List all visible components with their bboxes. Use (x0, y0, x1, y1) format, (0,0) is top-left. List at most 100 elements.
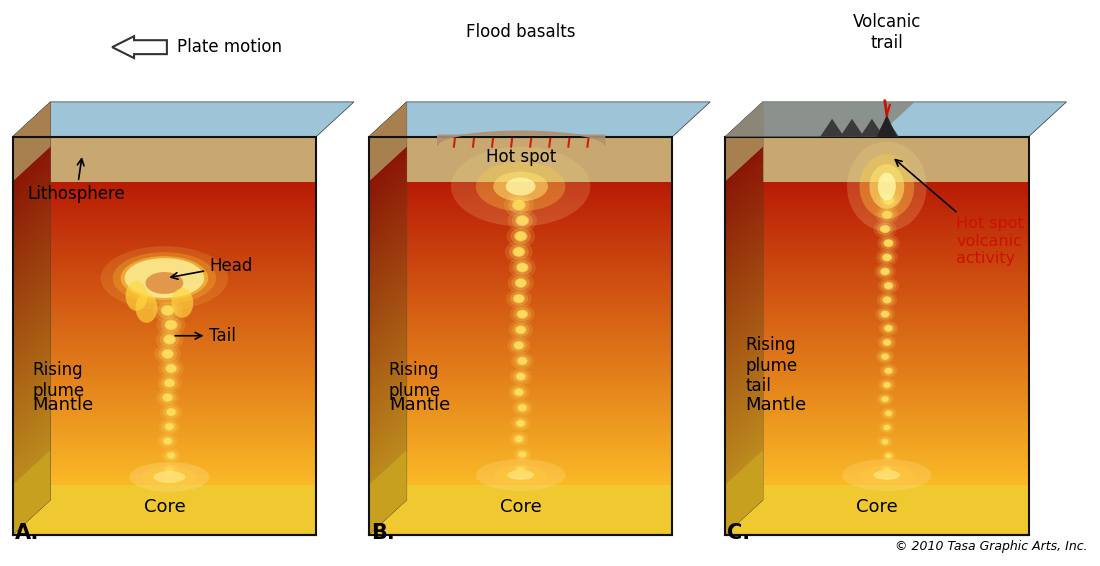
Ellipse shape (879, 351, 892, 362)
Ellipse shape (512, 352, 534, 370)
Ellipse shape (882, 466, 892, 474)
Bar (13, 223, 316, 227)
Polygon shape (725, 165, 763, 204)
Ellipse shape (877, 222, 893, 235)
Polygon shape (13, 154, 51, 193)
Ellipse shape (162, 448, 180, 463)
Bar (368, 416, 672, 421)
Polygon shape (840, 119, 864, 137)
Ellipse shape (518, 357, 527, 365)
Polygon shape (368, 370, 407, 409)
Ellipse shape (876, 205, 899, 224)
Polygon shape (725, 230, 763, 269)
Polygon shape (725, 181, 763, 220)
Ellipse shape (165, 320, 177, 329)
Bar (725, 435, 1028, 439)
Bar (725, 386, 1028, 390)
Bar (725, 185, 1028, 189)
Polygon shape (725, 150, 763, 189)
Bar (725, 219, 1028, 223)
Bar (13, 137, 316, 182)
Ellipse shape (882, 196, 894, 205)
Bar (725, 382, 1028, 387)
Ellipse shape (884, 282, 892, 289)
Ellipse shape (878, 436, 892, 448)
Ellipse shape (508, 272, 534, 294)
Polygon shape (13, 370, 51, 409)
Ellipse shape (880, 438, 891, 446)
Ellipse shape (877, 393, 893, 406)
Polygon shape (13, 355, 51, 394)
Bar (13, 192, 316, 196)
Bar (13, 253, 316, 258)
Ellipse shape (162, 361, 180, 376)
Polygon shape (725, 102, 1067, 137)
Ellipse shape (157, 374, 182, 393)
Ellipse shape (881, 423, 892, 432)
Ellipse shape (514, 388, 524, 396)
Polygon shape (13, 279, 51, 318)
Polygon shape (368, 222, 407, 261)
Bar (13, 424, 316, 428)
Bar (368, 382, 672, 387)
Polygon shape (368, 415, 407, 454)
Polygon shape (368, 173, 407, 212)
Text: Volcanic
trail: Volcanic trail (852, 13, 921, 52)
Polygon shape (368, 286, 407, 325)
Text: © 2010 Tasa Graphic Arts, Inc.: © 2010 Tasa Graphic Arts, Inc. (894, 540, 1087, 553)
Ellipse shape (508, 209, 537, 232)
Ellipse shape (881, 280, 896, 291)
Bar (725, 280, 1028, 284)
Bar (13, 261, 316, 265)
Ellipse shape (883, 197, 893, 204)
Ellipse shape (515, 325, 527, 335)
Ellipse shape (121, 256, 208, 300)
Polygon shape (13, 268, 51, 307)
Polygon shape (13, 381, 51, 421)
Bar (368, 234, 672, 238)
Polygon shape (13, 397, 51, 436)
Polygon shape (368, 389, 407, 428)
Polygon shape (13, 317, 51, 356)
Ellipse shape (882, 253, 892, 261)
Bar (725, 211, 1028, 216)
Ellipse shape (165, 363, 177, 374)
Polygon shape (13, 450, 51, 535)
Ellipse shape (880, 237, 896, 250)
Bar (725, 299, 1028, 303)
Text: Mantle: Mantle (388, 396, 450, 414)
Polygon shape (13, 328, 51, 367)
Bar (725, 344, 1028, 349)
Text: B.: B. (371, 523, 395, 543)
Polygon shape (725, 404, 763, 443)
Ellipse shape (882, 439, 888, 444)
Polygon shape (368, 241, 407, 280)
Polygon shape (13, 157, 51, 196)
Bar (725, 405, 1028, 409)
Polygon shape (725, 252, 763, 291)
Bar (13, 477, 316, 481)
Polygon shape (13, 260, 51, 299)
Ellipse shape (160, 332, 179, 348)
Polygon shape (725, 431, 763, 470)
Polygon shape (725, 442, 763, 481)
Polygon shape (13, 298, 51, 337)
Bar (13, 219, 316, 223)
Ellipse shape (886, 368, 892, 374)
Polygon shape (13, 415, 51, 454)
Text: Mantle: Mantle (745, 396, 806, 414)
Polygon shape (368, 374, 407, 413)
Ellipse shape (873, 470, 900, 480)
Polygon shape (13, 195, 51, 235)
Text: Mantle: Mantle (33, 396, 94, 414)
Ellipse shape (876, 349, 894, 364)
Bar (368, 268, 672, 273)
Polygon shape (368, 230, 407, 269)
Bar (13, 382, 316, 387)
Polygon shape (368, 309, 407, 349)
Polygon shape (725, 306, 763, 345)
Polygon shape (13, 252, 51, 291)
Polygon shape (13, 226, 51, 265)
Ellipse shape (509, 431, 528, 447)
Polygon shape (368, 359, 407, 398)
